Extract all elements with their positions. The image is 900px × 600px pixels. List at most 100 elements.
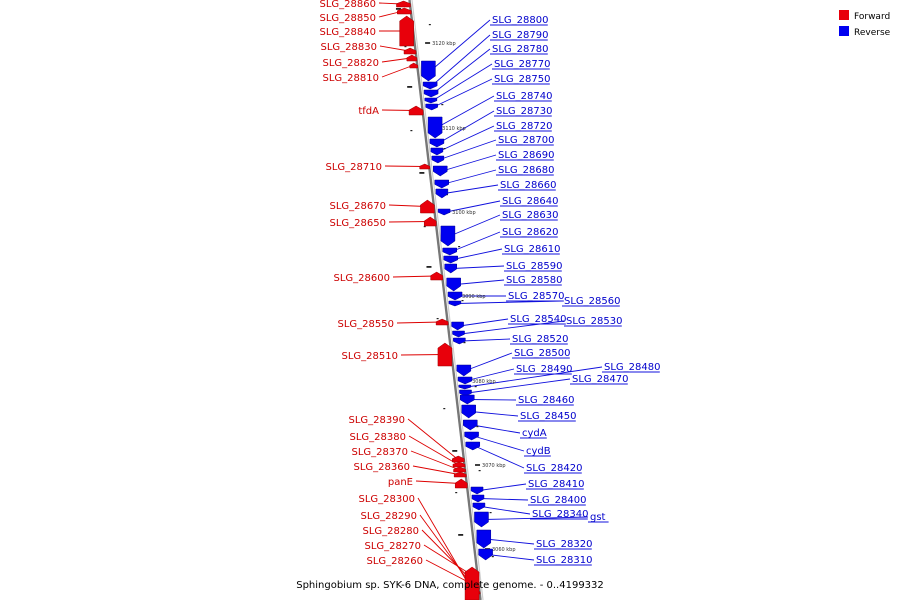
gene-label-slg-28590[interactable]: SLG_28590 (506, 261, 562, 272)
gene-label-pane[interactable]: panE (388, 477, 413, 488)
gene-slg-28410-glyph[interactable] (470, 486, 484, 495)
gene-pane-glyph[interactable] (454, 478, 468, 489)
gene-label-slg-28800[interactable]: SLG_28800 (492, 15, 548, 26)
gene-label-slg-28660[interactable]: SLG_28660 (500, 180, 556, 191)
gene-label-slg-28340[interactable]: SLG_28340 (532, 509, 588, 520)
gene-label-slg-28750[interactable]: SLG_28750 (494, 74, 550, 85)
gene-label-slg-28510[interactable]: SLG_28510 (342, 351, 398, 362)
gene-slg-28800-glyph[interactable] (421, 60, 436, 82)
gene-label-slg-28360[interactable]: SLG_28360 (354, 462, 410, 473)
gene-slg-28500-glyph[interactable] (456, 364, 472, 377)
gene-slg-28620-glyph[interactable] (442, 247, 458, 256)
gene-label-slg-28580[interactable]: SLG_28580 (506, 275, 562, 286)
gene-slg-28690-glyph[interactable] (432, 165, 448, 177)
gene-label-slg-28310[interactable]: SLG_28310 (536, 555, 592, 566)
gene-label-slg-28520[interactable]: SLG_28520 (512, 334, 568, 345)
gene-label-slg-28680[interactable]: SLG_28680 (498, 165, 554, 176)
gene-slg-28850-glyph[interactable] (397, 7, 412, 15)
gene-label-slg-28390[interactable]: SLG_28390 (349, 415, 405, 426)
gene-label-slg-28560[interactable]: SLG_28560 (564, 296, 620, 307)
gene-label-slg-28830[interactable]: SLG_28830 (321, 42, 377, 53)
gene-label-slg-28490[interactable]: SLG_28490 (516, 364, 572, 375)
gene-slg-28540-glyph[interactable] (451, 321, 464, 331)
gene-slg-28780-glyph[interactable] (423, 89, 439, 98)
gene-slg-28480-glyph[interactable] (458, 384, 472, 390)
gene-slg-28610-glyph[interactable] (443, 255, 458, 264)
gene-label-slg-28320[interactable]: SLG_28320 (536, 539, 592, 550)
gene-label-slg-28630[interactable]: SLG_28630 (502, 210, 558, 221)
gene-slg-28580-glyph[interactable] (446, 277, 461, 292)
gene-label-slg-28780[interactable]: SLG_28780 (492, 44, 548, 55)
gene-label-slg-28650[interactable]: SLG_28650 (330, 218, 386, 229)
gene-gst-glyph[interactable] (474, 511, 489, 528)
gene-label-slg-28540[interactable]: SLG_28540 (510, 314, 566, 325)
gene-label-cydb[interactable]: cydB (526, 446, 551, 457)
gene-slg-28380-glyph[interactable] (452, 461, 466, 468)
gene-slg-28530-glyph[interactable] (452, 330, 465, 338)
gene-label-slg-28380[interactable]: SLG_28380 (350, 432, 406, 443)
gene-label-slg-28400[interactable]: SLG_28400 (530, 495, 586, 506)
gene-slg-28370-glyph[interactable] (453, 466, 466, 473)
gene-label-tfda[interactable]: tfdA (358, 106, 379, 117)
gene-label-slg-28840[interactable]: SLG_28840 (320, 27, 376, 38)
gene-slg-28490-glyph[interactable] (457, 376, 473, 385)
gene-slg-28670-glyph[interactable] (420, 199, 435, 214)
gene-slg-28460-glyph[interactable] (460, 394, 475, 405)
gene-slg-28660-glyph[interactable] (435, 188, 449, 199)
gene-slg-28320-glyph[interactable] (476, 529, 492, 549)
gene-slg-28640-glyph[interactable] (437, 208, 451, 216)
gene-slg-28650-glyph[interactable] (423, 216, 437, 227)
gene-slg-28830-glyph[interactable] (403, 47, 417, 55)
gene-slg-28570-glyph[interactable] (447, 291, 463, 301)
gene-slg-28680-glyph[interactable] (434, 179, 450, 189)
gene-slg-28630-glyph[interactable] (440, 225, 456, 247)
gene-label-slg-28280[interactable]: SLG_28280 (363, 526, 419, 537)
gene-label-cyda[interactable]: cydA (522, 428, 547, 439)
gene-slg-28600-glyph[interactable] (430, 271, 443, 281)
gene-slg-28860-glyph[interactable] (396, 0, 411, 8)
gene-label-slg-28500[interactable]: SLG_28500 (514, 348, 570, 359)
gene-label-slg-28770[interactable]: SLG_28770 (494, 59, 550, 70)
gene-label-slg-28290[interactable]: SLG_28290 (361, 511, 417, 522)
gene-label-slg-28460[interactable]: SLG_28460 (518, 395, 574, 406)
gene-label-slg-28410[interactable]: SLG_28410 (528, 479, 584, 490)
gene-label-slg-28690[interactable]: SLG_28690 (498, 150, 554, 161)
gene-label-slg-28720[interactable]: SLG_28720 (496, 121, 552, 132)
gene-slg-28470-glyph[interactable] (459, 389, 472, 397)
gene-label-slg-28530[interactable]: SLG_28530 (566, 316, 622, 327)
gene-label-slg-28730[interactable]: SLG_28730 (496, 106, 552, 117)
gene-label-slg-28860[interactable]: SLG_28860 (320, 0, 376, 10)
gene-slg-28700-glyph[interactable] (431, 155, 445, 164)
gene-slg-28310-glyph[interactable] (478, 548, 493, 561)
gene-slg-28560-glyph[interactable] (448, 300, 462, 307)
gene-slg-28550-glyph[interactable] (435, 318, 449, 326)
gene-label-slg-28300[interactable]: SLG_28300 (359, 494, 415, 505)
gene-label-slg-28270[interactable]: SLG_28270 (365, 541, 421, 552)
gene-label-slg-28850[interactable]: SLG_28850 (320, 13, 376, 24)
gene-label-slg-28260[interactable]: SLG_28260 (367, 556, 423, 567)
gene-slg-28400-glyph[interactable] (471, 494, 485, 503)
gene-slg-28450-glyph[interactable] (461, 404, 476, 419)
gene-slg-28730-glyph[interactable] (429, 138, 445, 148)
gene-label-slg-28820[interactable]: SLG_28820 (323, 58, 379, 69)
gene-slg-28390-glyph[interactable] (452, 455, 465, 463)
gene-slg-28790-glyph[interactable] (422, 81, 438, 90)
gene-label-slg-28640[interactable]: SLG_28640 (502, 196, 558, 207)
gene-label-slg-28550[interactable]: SLG_28550 (338, 319, 394, 330)
gene-slg-28360-glyph[interactable] (453, 471, 467, 478)
gene-label-slg-28610[interactable]: SLG_28610 (504, 244, 560, 255)
gene-slg-28820-glyph[interactable] (406, 54, 418, 62)
gene-label-slg-28470[interactable]: SLG_28470 (572, 374, 628, 385)
gene-label-slg-28600[interactable]: SLG_28600 (334, 273, 390, 284)
gene-label-slg-28450[interactable]: SLG_28450 (520, 411, 576, 422)
gene-label-slg-28420[interactable]: SLG_28420 (526, 463, 582, 474)
gene-slg-28590-glyph[interactable] (444, 263, 458, 274)
gene-slg-28510-glyph[interactable] (437, 342, 453, 367)
gene-slg-28710-glyph[interactable] (419, 163, 430, 170)
gene-cydb-glyph[interactable] (464, 431, 479, 441)
gene-slg-28770-glyph[interactable] (424, 97, 438, 104)
gene-tfda-glyph[interactable] (408, 105, 424, 116)
gene-label-slg-28480[interactable]: SLG_28480 (604, 362, 660, 373)
gene-slg-28340-glyph[interactable] (472, 502, 486, 511)
gene-slg-28420-glyph[interactable] (465, 441, 481, 451)
